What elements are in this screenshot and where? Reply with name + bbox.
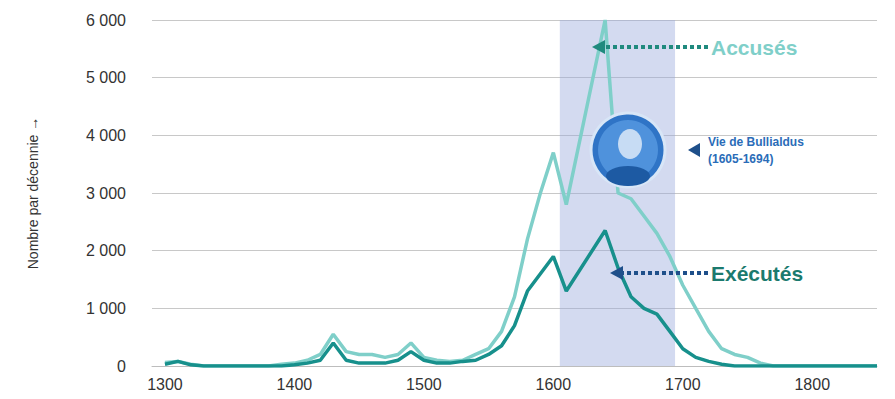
svg-text:1500: 1500: [406, 376, 442, 393]
svg-text:1800: 1800: [794, 376, 830, 393]
svg-text:1400: 1400: [277, 376, 313, 393]
svg-text:2 000: 2 000: [86, 242, 126, 259]
svg-text:0: 0: [117, 358, 126, 375]
svg-text:3 000: 3 000: [86, 185, 126, 202]
svg-text:1700: 1700: [665, 376, 701, 393]
svg-text:Vie de Bullialdus: Vie de Bullialdus: [708, 135, 804, 149]
svg-text:5 000: 5 000: [86, 69, 126, 86]
svg-text:1300: 1300: [147, 376, 183, 393]
svg-text:Accusés: Accusés: [711, 36, 797, 59]
svg-text:1 000: 1 000: [86, 300, 126, 317]
svg-text:(1605-1694): (1605-1694): [708, 152, 773, 166]
svg-text:1600: 1600: [536, 376, 572, 393]
svg-text:Nombre par décennie →: Nombre par décennie →: [25, 117, 41, 270]
svg-text:6 000: 6 000: [86, 12, 126, 29]
svg-text:4 000: 4 000: [86, 127, 126, 144]
svg-text:Exécutés: Exécutés: [711, 262, 803, 285]
